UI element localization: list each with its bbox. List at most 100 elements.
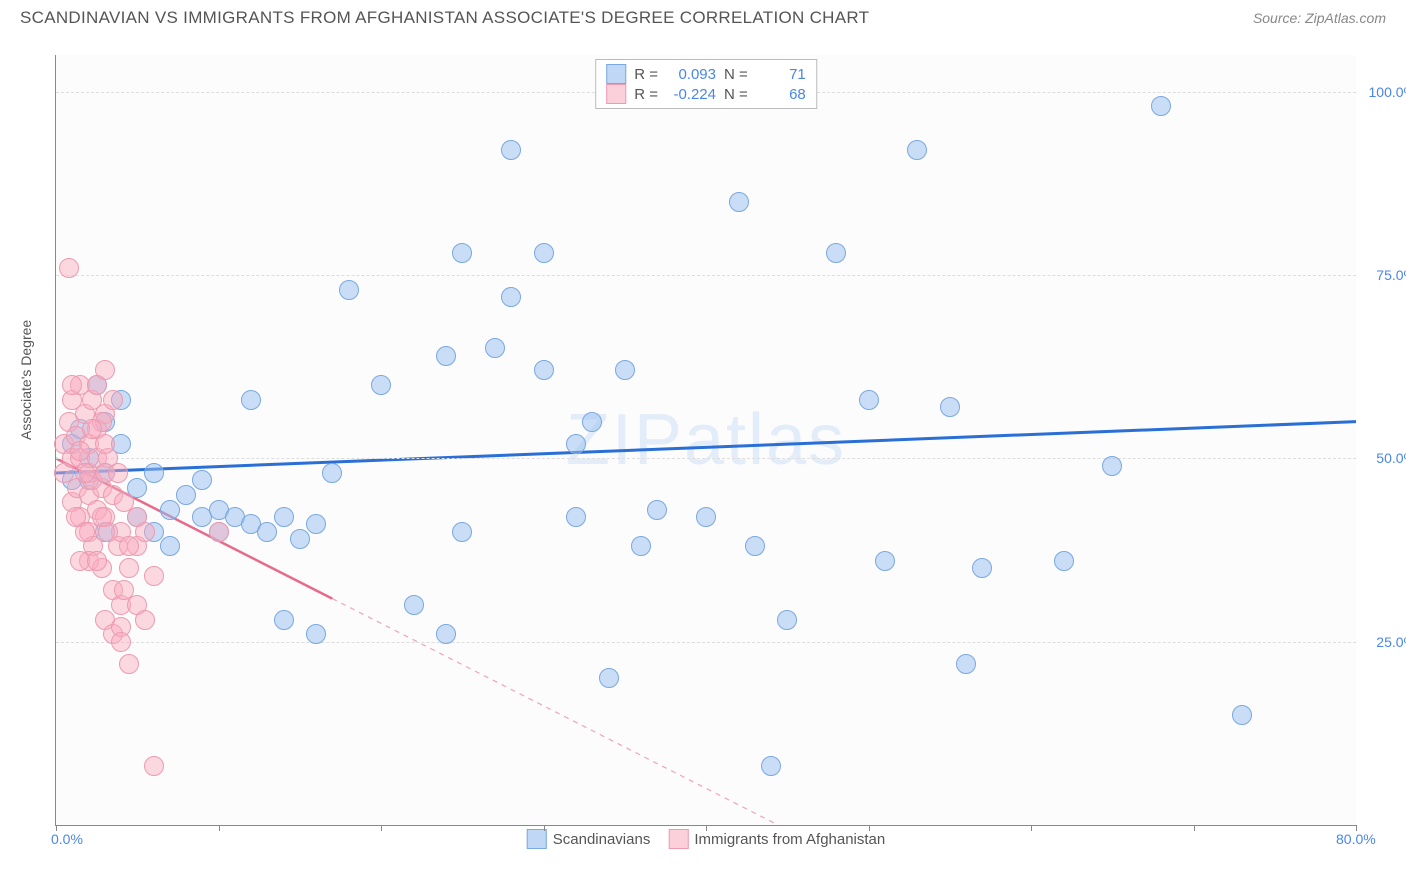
y-axis-title: Associate's Degree xyxy=(18,320,34,440)
swatch-blue-icon xyxy=(606,64,626,84)
data-point xyxy=(582,412,602,432)
x-tick xyxy=(1194,825,1195,831)
data-point xyxy=(135,522,155,542)
data-point xyxy=(119,536,139,556)
data-point xyxy=(436,624,456,644)
swatch-pink-icon xyxy=(606,84,626,104)
legend-row-immigrants: R = -0.224 N = 68 xyxy=(606,84,806,104)
data-point xyxy=(404,595,424,615)
data-point xyxy=(119,654,139,674)
legend-item-immigrants: Immigrants from Afghanistan xyxy=(668,829,885,849)
chart-title: SCANDINAVIAN VS IMMIGRANTS FROM AFGHANIS… xyxy=(20,8,869,28)
x-tick xyxy=(544,825,545,831)
data-point xyxy=(111,632,131,652)
data-point xyxy=(209,522,229,542)
data-point xyxy=(761,756,781,776)
source-attribution: Source: ZipAtlas.com xyxy=(1253,10,1386,26)
data-point xyxy=(859,390,879,410)
data-point xyxy=(75,463,95,483)
data-point xyxy=(257,522,277,542)
gridline xyxy=(56,275,1356,276)
data-point xyxy=(599,668,619,688)
data-point xyxy=(696,507,716,527)
data-point xyxy=(1102,456,1122,476)
data-point xyxy=(940,397,960,417)
data-point xyxy=(452,243,472,263)
data-point xyxy=(566,507,586,527)
legend-item-scandinavians: Scandinavians xyxy=(527,829,651,849)
data-point xyxy=(875,551,895,571)
data-point xyxy=(452,522,472,542)
watermark-text: ZIPatlas xyxy=(566,399,846,481)
data-point xyxy=(339,280,359,300)
data-point xyxy=(119,558,139,578)
data-point xyxy=(647,500,667,520)
series-legend: Scandinavians Immigrants from Afghanista… xyxy=(527,829,886,849)
data-point xyxy=(534,243,554,263)
x-tick-label: 80.0% xyxy=(1336,831,1376,847)
data-point xyxy=(745,536,765,556)
data-point xyxy=(87,551,107,571)
data-point xyxy=(160,536,180,556)
data-point xyxy=(114,580,134,600)
data-point xyxy=(826,243,846,263)
swatch-pink-icon xyxy=(668,829,688,849)
data-point xyxy=(956,654,976,674)
data-point xyxy=(144,756,164,776)
data-point xyxy=(534,360,554,380)
x-tick xyxy=(1031,825,1032,831)
data-point xyxy=(1054,551,1074,571)
data-point xyxy=(436,346,456,366)
data-point xyxy=(108,463,128,483)
data-point xyxy=(1151,96,1171,116)
data-point xyxy=(306,624,326,644)
data-point xyxy=(59,258,79,278)
y-tick-label: 25.0% xyxy=(1376,634,1406,650)
data-point xyxy=(371,375,391,395)
data-point xyxy=(82,419,102,439)
data-point xyxy=(176,485,196,505)
data-point xyxy=(322,463,342,483)
data-point xyxy=(70,441,90,461)
correlation-legend: R = 0.093 N = 71 R = -0.224 N = 68 xyxy=(595,59,817,109)
data-point xyxy=(66,507,86,527)
data-point xyxy=(192,470,212,490)
data-point xyxy=(144,463,164,483)
data-point xyxy=(631,536,651,556)
data-point xyxy=(615,360,635,380)
data-point xyxy=(306,514,326,534)
data-point xyxy=(290,529,310,549)
data-point xyxy=(972,558,992,578)
legend-row-scandinavians: R = 0.093 N = 71 xyxy=(606,64,806,84)
data-point xyxy=(62,375,82,395)
swatch-blue-icon xyxy=(527,829,547,849)
data-point xyxy=(95,360,115,380)
data-point xyxy=(92,507,112,527)
gridline xyxy=(56,458,1356,459)
data-point xyxy=(566,434,586,454)
data-point xyxy=(274,507,294,527)
x-tick-label: 0.0% xyxy=(51,831,83,847)
scatter-plot-area: ZIPatlas R = 0.093 N = 71 R = -0.224 N =… xyxy=(55,55,1356,826)
y-tick-label: 100.0% xyxy=(1369,84,1406,100)
data-point xyxy=(103,390,123,410)
gridline xyxy=(56,642,1356,643)
data-point xyxy=(501,287,521,307)
chart-header: SCANDINAVIAN VS IMMIGRANTS FROM AFGHANIS… xyxy=(0,0,1406,32)
y-tick-label: 50.0% xyxy=(1376,450,1406,466)
data-point xyxy=(241,390,261,410)
x-tick xyxy=(381,825,382,831)
x-tick xyxy=(219,825,220,831)
trend-lines xyxy=(56,55,1356,825)
data-point xyxy=(777,610,797,630)
data-point xyxy=(1232,705,1252,725)
data-point xyxy=(729,192,749,212)
data-point xyxy=(160,500,180,520)
x-tick xyxy=(706,825,707,831)
data-point xyxy=(144,566,164,586)
data-point xyxy=(135,610,155,630)
data-point xyxy=(485,338,505,358)
data-point xyxy=(907,140,927,160)
x-tick xyxy=(869,825,870,831)
data-point xyxy=(501,140,521,160)
